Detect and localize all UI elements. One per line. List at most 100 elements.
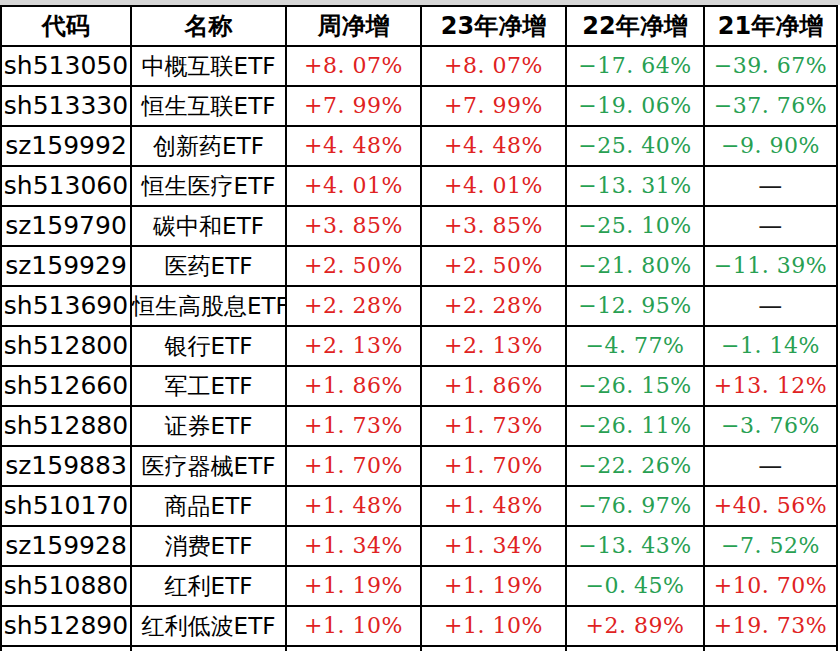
name-cell: 商品ETF	[131, 486, 286, 526]
change-2022-cell: +12. 56%	[566, 646, 704, 651]
table-row: sz159929医药ETF+2. 50%+2. 50%−21. 80%−11. …	[1, 246, 837, 286]
code-cell: sz159992	[1, 126, 131, 166]
etf-performance-panel: 代码 名称 周净增 23年净增 22年净增 21年净增 sh513050中概互联…	[0, 0, 840, 651]
change-2021-cell: −9. 90%	[704, 126, 837, 166]
change-2021-cell: +10. 70%	[704, 566, 837, 606]
week-change-cell: +1. 70%	[286, 446, 421, 486]
change-2023-cell: +1. 73%	[421, 406, 566, 446]
name-cell: 证券ETF	[131, 406, 286, 446]
change-2021-cell: −1. 14%	[704, 326, 837, 366]
table-row: sz159992创新药ETF+4. 48%+4. 48%−25. 40%−9. …	[1, 126, 837, 166]
change-2022-cell: −21. 80%	[566, 246, 704, 286]
table-row: sz159883医疗器械ETF+1. 70%+1. 70%−22. 26%—	[1, 446, 837, 486]
col-header-name: 名称	[131, 6, 286, 46]
week-change-cell: +2. 13%	[286, 326, 421, 366]
col-header-2023-change: 23年净增	[421, 6, 566, 46]
week-change-cell: +1. 73%	[286, 406, 421, 446]
col-header-2021-change: 21年净增	[704, 6, 837, 46]
change-2023-cell: +1. 86%	[421, 366, 566, 406]
week-change-cell: +7. 99%	[286, 86, 421, 126]
code-cell: sh512800	[1, 326, 131, 366]
name-cell: 旅游ETF	[131, 646, 286, 651]
change-2021-cell: +13. 12%	[704, 366, 837, 406]
change-2022-cell: −19. 06%	[566, 86, 704, 126]
name-cell: 消费ETF	[131, 526, 286, 566]
change-2023-cell: +1. 70%	[421, 446, 566, 486]
table-row: sz159928消费ETF+1. 34%+1. 34%−13. 43%−7. 5…	[1, 526, 837, 566]
table-row: sh513050中概互联ETF+8. 07%+8. 07%−17. 64%−39…	[1, 46, 837, 86]
change-2021-cell: —	[704, 206, 837, 246]
code-cell: sh513050	[1, 46, 131, 86]
week-change-cell: +1. 10%	[286, 606, 421, 646]
table-row: sh513690恒生高股息ETF+2. 28%+2. 28%−12. 95%—	[1, 286, 837, 326]
change-2022-cell: −22. 26%	[566, 446, 704, 486]
name-cell: 恒生高股息ETF	[131, 286, 286, 326]
week-change-cell: +4. 48%	[286, 126, 421, 166]
week-change-cell: +8. 07%	[286, 46, 421, 86]
code-cell: sh513690	[1, 286, 131, 326]
name-cell: 创新药ETF	[131, 126, 286, 166]
code-cell: sz159790	[1, 206, 131, 246]
week-change-cell: +1. 34%	[286, 526, 421, 566]
week-change-cell: +1. 86%	[286, 366, 421, 406]
change-2023-cell: +3. 85%	[421, 206, 566, 246]
name-cell: 军工ETF	[131, 366, 286, 406]
name-cell: 恒生医疗ETF	[131, 166, 286, 206]
name-cell: 中概互联ETF	[131, 46, 286, 86]
code-cell: sh513060	[1, 166, 131, 206]
change-2023-cell: +1. 48%	[421, 486, 566, 526]
change-2022-cell: +2. 89%	[566, 606, 704, 646]
name-cell: 碳中和ETF	[131, 206, 286, 246]
col-header-week-change: 周净增	[286, 6, 421, 46]
week-change-cell: +1. 48%	[286, 486, 421, 526]
change-2022-cell: −17. 64%	[566, 46, 704, 86]
change-2021-cell: −11. 39%	[704, 246, 837, 286]
table-row: sh512800银行ETF+2. 13%+2. 13%−4. 77%−1. 14…	[1, 326, 837, 366]
change-2023-cell: −2. 04%	[421, 646, 566, 651]
week-change-cell: +2. 28%	[286, 286, 421, 326]
change-2023-cell: +7. 99%	[421, 86, 566, 126]
change-2023-cell: +2. 28%	[421, 286, 566, 326]
name-cell: 红利低波ETF	[131, 606, 286, 646]
header-row: 代码 名称 周净增 23年净增 22年净增 21年净增	[1, 6, 837, 46]
col-header-2022-change: 22年净增	[566, 6, 704, 46]
code-cell: sz159883	[1, 446, 131, 486]
table-row: sh510880红利ETF+1. 19%+1. 19%−0. 45%+10. 7…	[1, 566, 837, 606]
change-2021-cell: +19. 73%	[704, 606, 837, 646]
change-2021-cell: —	[704, 166, 837, 206]
change-2021-cell: —	[704, 646, 837, 651]
code-cell: sh513330	[1, 86, 131, 126]
code-cell: sh512660	[1, 366, 131, 406]
change-2022-cell: −4. 77%	[566, 326, 704, 366]
code-cell: sz159928	[1, 526, 131, 566]
code-cell: sz159766	[1, 646, 131, 651]
table-body: sh513050中概互联ETF+8. 07%+8. 07%−17. 64%−39…	[1, 46, 837, 651]
change-2022-cell: −26. 11%	[566, 406, 704, 446]
week-change-cell: +4. 01%	[286, 166, 421, 206]
change-2023-cell: +2. 50%	[421, 246, 566, 286]
name-cell: 医药ETF	[131, 246, 286, 286]
table-row: sz159790碳中和ETF+3. 85%+3. 85%−25. 10%—	[1, 206, 837, 246]
code-cell: sz159929	[1, 246, 131, 286]
table-row: sh513060恒生医疗ETF+4. 01%+4. 01%−13. 31%—	[1, 166, 837, 206]
week-change-cell: +1. 19%	[286, 566, 421, 606]
change-2022-cell: −76. 97%	[566, 486, 704, 526]
code-cell: sh510170	[1, 486, 131, 526]
change-2022-cell: −13. 31%	[566, 166, 704, 206]
name-cell: 红利ETF	[131, 566, 286, 606]
change-2021-cell: −39. 67%	[704, 46, 837, 86]
change-2023-cell: +1. 19%	[421, 566, 566, 606]
week-change-cell: −2. 04%	[286, 646, 421, 651]
week-change-cell: +3. 85%	[286, 206, 421, 246]
change-2021-cell: —	[704, 446, 837, 486]
change-2022-cell: −25. 40%	[566, 126, 704, 166]
name-cell: 银行ETF	[131, 326, 286, 366]
change-2022-cell: −0. 45%	[566, 566, 704, 606]
change-2023-cell: +4. 48%	[421, 126, 566, 166]
change-2021-cell: −37. 76%	[704, 86, 837, 126]
change-2023-cell: +8. 07%	[421, 46, 566, 86]
change-2023-cell: +2. 13%	[421, 326, 566, 366]
change-2021-cell: −7. 52%	[704, 526, 837, 566]
table-row: sh513330恒生互联ETF+7. 99%+7. 99%−19. 06%−37…	[1, 86, 837, 126]
col-header-code: 代码	[1, 6, 131, 46]
